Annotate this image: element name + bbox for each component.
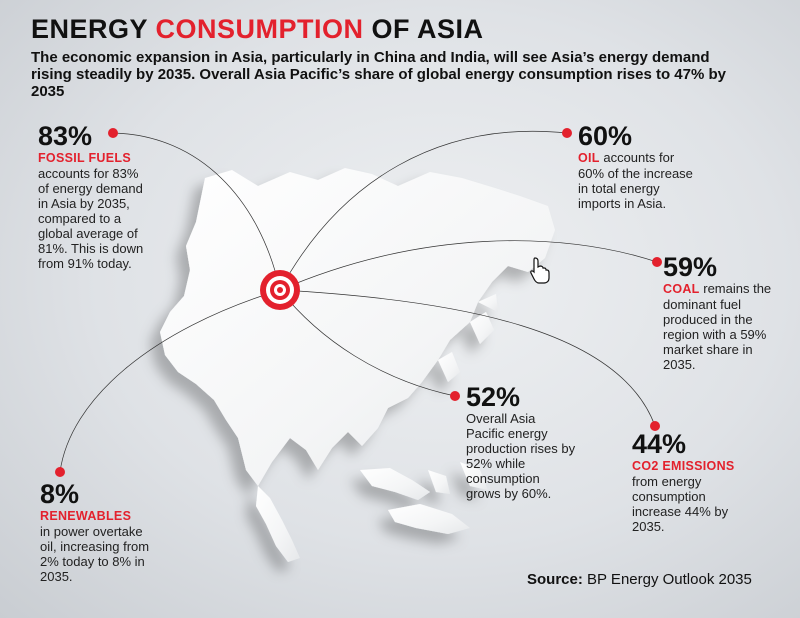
renewables-pct: 8%	[40, 479, 80, 509]
stat-coal: 59% COAL remains the dominant fuel produ…	[663, 253, 773, 372]
coal-pct: 59%	[663, 252, 718, 282]
coal-head: COAL	[663, 282, 700, 296]
stat-fossil-fuels: 83% FOSSIL FUELS accounts for 83% of ene…	[38, 122, 150, 271]
dot-renewables	[55, 467, 65, 477]
line-oil	[279, 130, 568, 291]
production-body: Overall Asia Pacific energy production r…	[466, 411, 576, 501]
source-text: BP Energy Outlook 2035	[582, 571, 752, 588]
stat-oil: 60% OIL accounts for 60% of the increase…	[578, 122, 696, 211]
title-part-1: ENERGY	[31, 14, 156, 44]
source-label: Source:	[527, 571, 583, 588]
marker-dots	[55, 128, 662, 477]
production-pct: 52%	[466, 382, 521, 412]
connector-lines	[59, 130, 658, 473]
line-production	[279, 289, 456, 397]
dot-fossil	[108, 128, 118, 138]
dot-oil	[562, 128, 572, 138]
renewables-head: RENEWABLES	[40, 509, 132, 523]
line-co2	[279, 289, 656, 427]
line-renewables	[59, 289, 281, 473]
stat-production: 52% Overall Asia Pacific energy producti…	[466, 383, 576, 501]
title-accent: CONSUMPTION	[155, 14, 364, 44]
stat-renewables: 8% RENEWABLES in power overtake oil, inc…	[40, 480, 160, 584]
intro-text: The economic expansion in Asia, particul…	[31, 49, 726, 100]
target-icon	[260, 270, 300, 310]
co2-pct: 44%	[632, 429, 687, 459]
oil-pct: 60%	[578, 121, 633, 151]
co2-body: from energy consumption increase 44% by …	[632, 474, 729, 534]
hand-cursor-icon	[530, 257, 550, 284]
fossil-body: accounts for 83% of energy demand in Asi…	[38, 166, 144, 271]
oil-body: accounts for 60% of the increase in tota…	[578, 150, 693, 211]
coal-body: remains the dominant fuel produced in th…	[663, 281, 772, 372]
dot-production	[450, 391, 460, 401]
dot-co2	[650, 421, 660, 431]
fossil-head: FOSSIL FUELS	[38, 151, 131, 165]
line-fossil	[112, 132, 281, 291]
source-credit: Source: BP Energy Outlook 2035	[527, 571, 752, 588]
co2-head: CO2 EMISSIONS	[632, 459, 735, 473]
dot-coal	[652, 257, 662, 267]
fossil-pct: 83%	[38, 121, 93, 151]
line-coal	[279, 240, 658, 291]
stat-co2-emissions: 44% CO2 EMISSIONS from energy consumptio…	[632, 430, 752, 534]
page-title: ENERGY CONSUMPTION OF ASIA	[31, 14, 484, 45]
title-part-2: OF ASIA	[363, 14, 484, 44]
renewables-body: in power overtake oil, increasing from 2…	[40, 524, 150, 584]
oil-head: OIL	[578, 151, 600, 165]
asia-landmass	[160, 168, 555, 562]
